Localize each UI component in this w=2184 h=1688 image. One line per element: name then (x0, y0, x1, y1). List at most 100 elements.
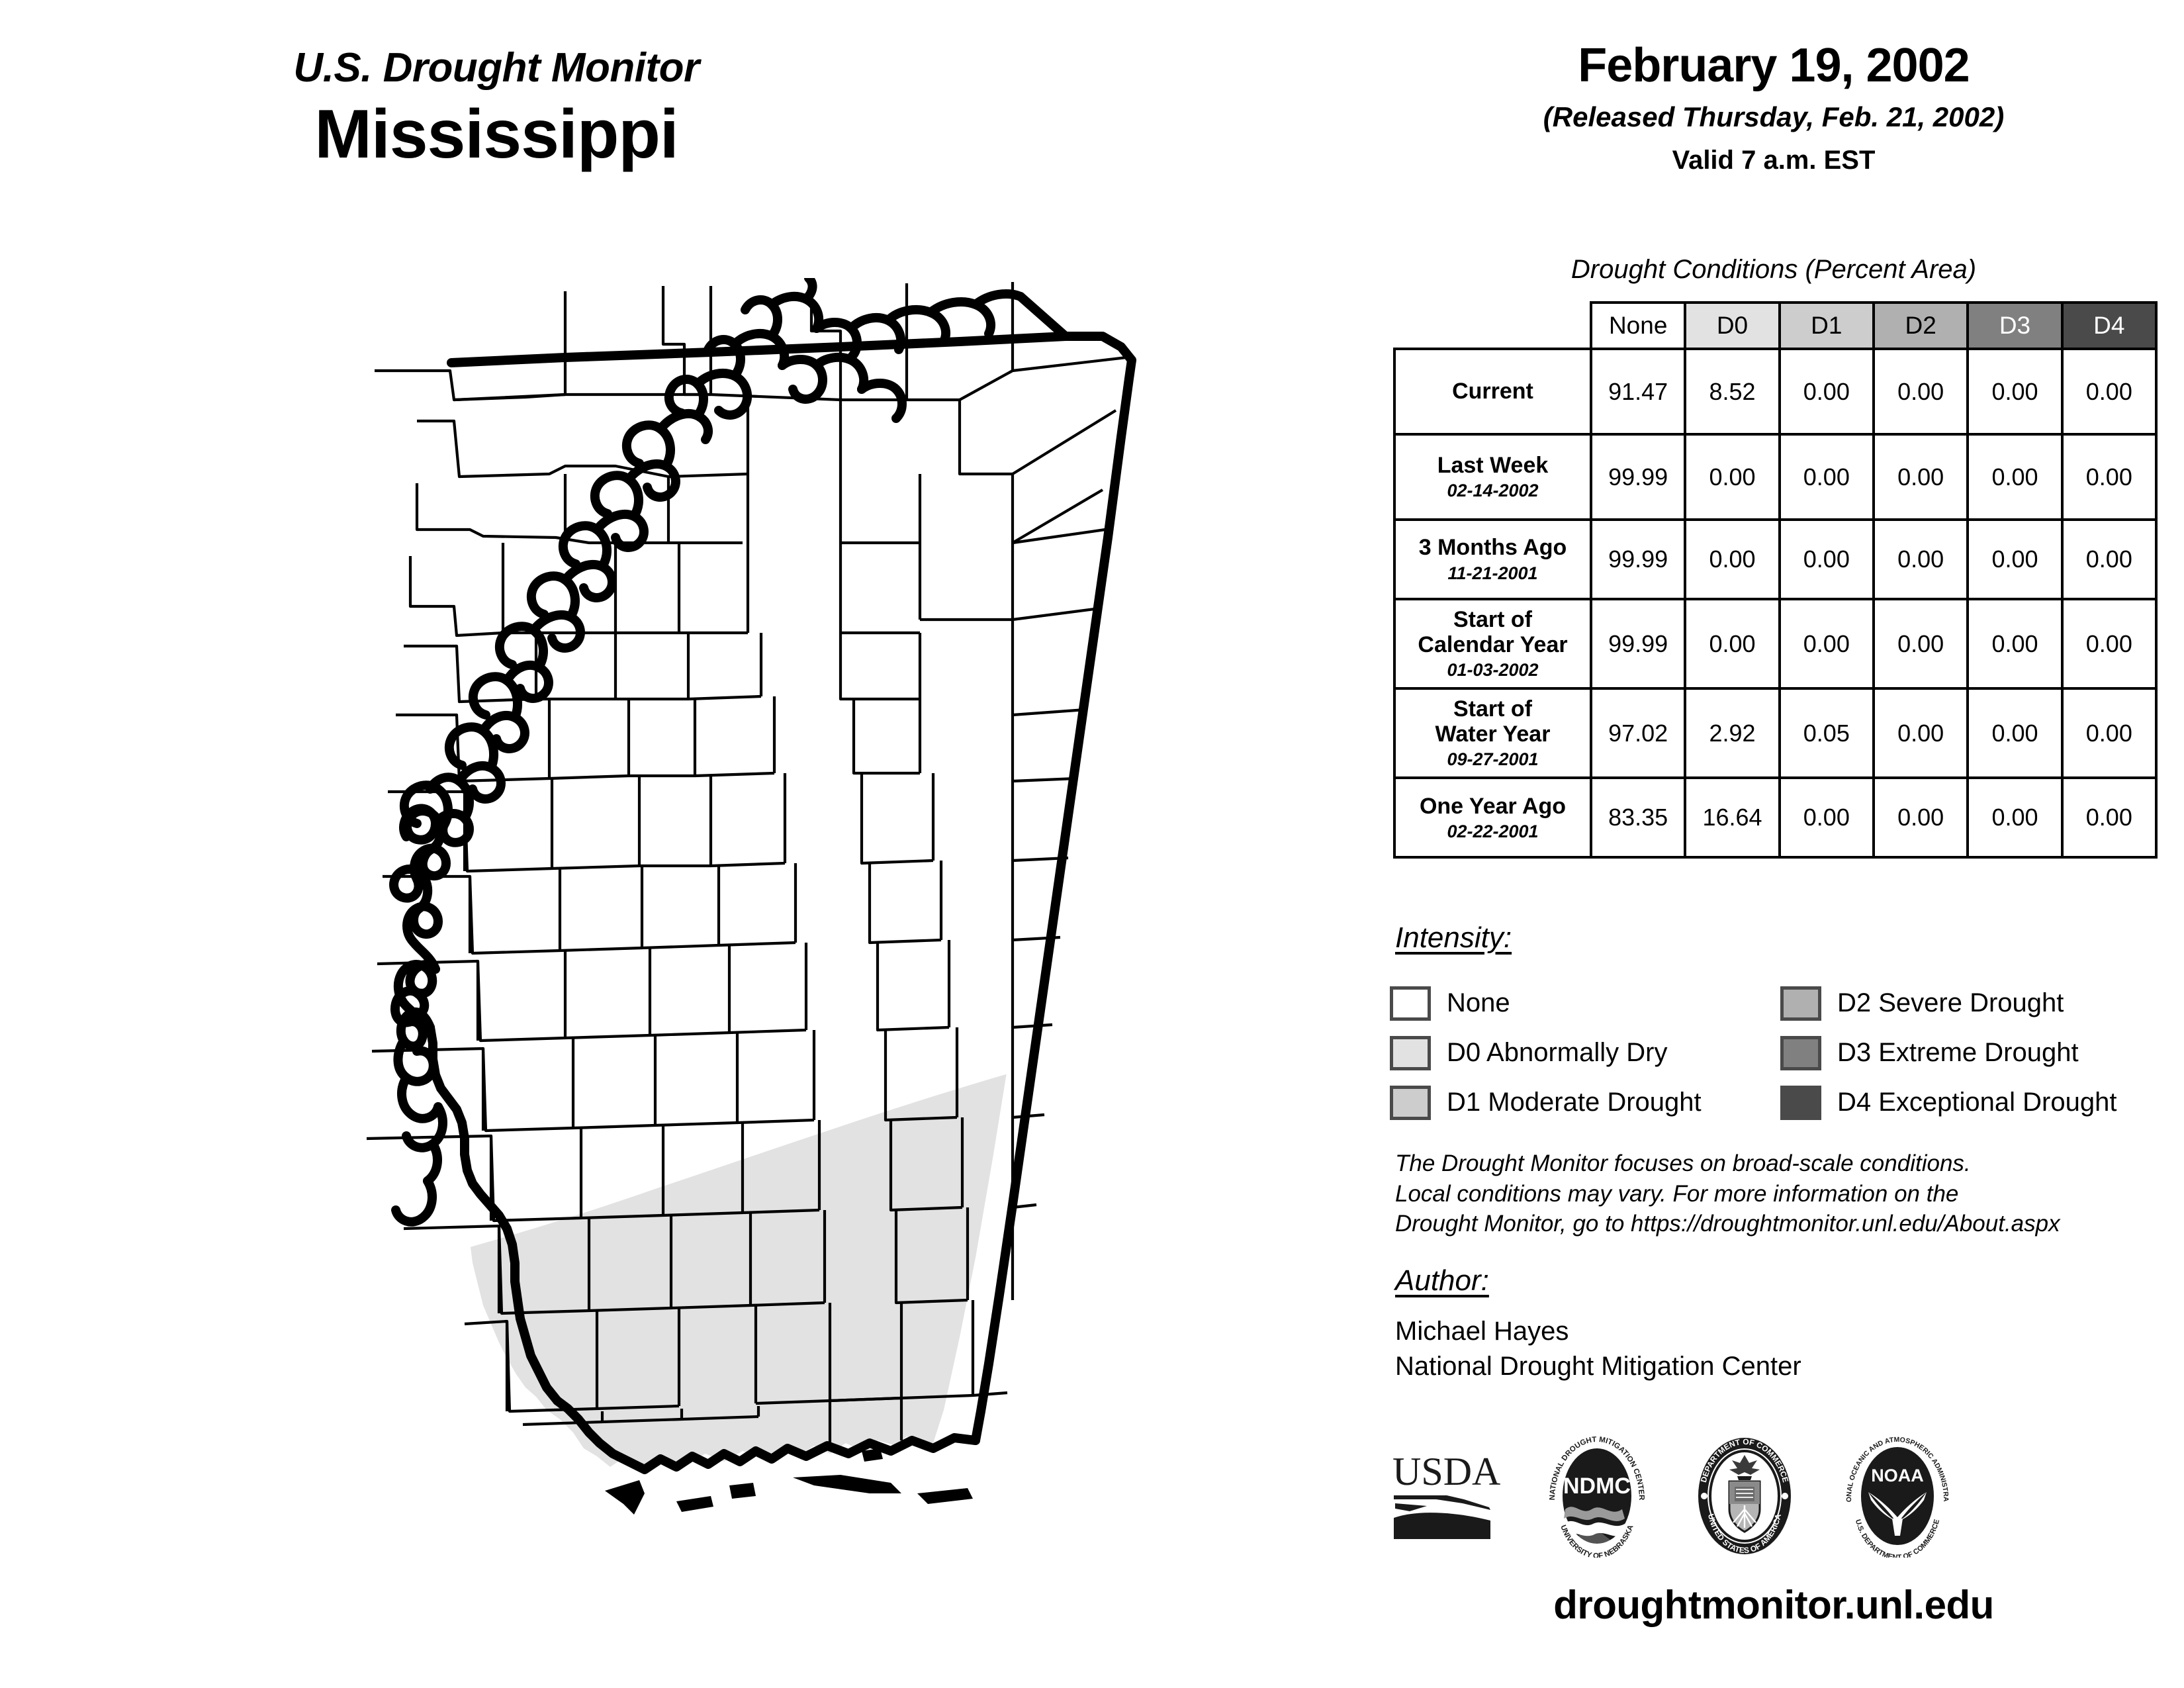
doc-seal-logo[interactable]: DEPARTMENT OF COMMERCE UNITED STATES OF … (1688, 1435, 1801, 1561)
cell-calyear-none: 99.99 (1589, 597, 1687, 690)
cell-oneyear-d0: 16.64 (1684, 776, 1781, 859)
page-title-state: Mississippi (314, 96, 679, 173)
table-row: Start of Calendar Year 01-03-2002 99.99 0… (1393, 597, 2158, 690)
row-label-date: 02-14-2002 (1447, 481, 1539, 501)
usda-logo[interactable]: USDA (1390, 1446, 1506, 1549)
legend-swatch-d0 (1390, 1035, 1431, 1070)
table-caption: Drought Conditions (Percent Area) (1570, 255, 1977, 284)
cell-wateryear-d4: 0.00 (2060, 687, 2158, 780)
legend-label-d0: D0 Abnormally Dry (1447, 1038, 1668, 1067)
svg-text:USDA: USDA (1392, 1450, 1500, 1493)
row-label-text: Current (1452, 379, 1533, 404)
table-row: 3 Months Ago 11-21-2001 99.99 0.00 0.00 … (1393, 518, 2158, 600)
author-block: Michael Hayes National Drought Mitigatio… (1395, 1314, 2176, 1384)
cell-calyear-d3: 0.00 (1966, 597, 2064, 690)
column-header-d4: D4 (2060, 301, 2158, 350)
legend-item-none: None (1390, 986, 1780, 1021)
legend-label-d3: D3 Extreme Drought (1837, 1038, 2079, 1067)
intensity-heading: Intensity: (1395, 921, 1512, 954)
cell-3months-d1: 0.00 (1778, 518, 1875, 600)
disclaimer-line-3: Drought Monitor, go to https://droughtmo… (1395, 1211, 2060, 1237)
table-row: Start of Water Year 09-27-2001 97.02 2.92… (1393, 687, 2158, 780)
report-date: February 19, 2002 (1578, 39, 1970, 92)
table-row: Current 91.47 8.52 0.00 0.00 0.00 0.00 (1393, 348, 2158, 436)
author-affiliation: National Drought Mitigation Center (1395, 1351, 1801, 1381)
cell-lastweek-d1: 0.00 (1778, 433, 1875, 521)
cell-current-d2: 0.00 (1872, 348, 1970, 436)
row-label-current: Current (1393, 348, 1592, 436)
page-title-organization: U.S. Drought Monitor (293, 45, 700, 91)
row-label-3-months-ago: 3 Months Ago 11-21-2001 (1393, 518, 1592, 600)
map-panel: U.S. Drought Monitor Mississippi (0, 46, 1158, 1648)
row-label-start-of-water-year: Start of Water Year 09-27-2001 (1393, 687, 1592, 780)
cell-oneyear-d2: 0.00 (1872, 776, 1970, 859)
valid-time: Valid 7 a.m. EST (1672, 145, 1876, 175)
noaa-logo[interactable]: NOAA NATIONAL OCEANIC AND ATMOSPHERIC AD… (1837, 1429, 1955, 1562)
cell-current-d4: 0.00 (2060, 348, 2158, 436)
cell-3months-d0: 0.00 (1684, 518, 1781, 600)
legend-item-d0: D0 Abnormally Dry (1390, 1035, 1780, 1070)
cell-oneyear-d4: 0.00 (2060, 776, 2158, 859)
svg-text:NOAA: NOAA (1871, 1466, 1924, 1485)
legend-item-d2: D2 Severe Drought (1780, 986, 2184, 1021)
cell-lastweek-none: 99.99 (1589, 433, 1687, 521)
cell-current-d1: 0.00 (1778, 348, 1875, 436)
cell-lastweek-d2: 0.00 (1872, 433, 1970, 521)
legend-label-d1: D1 Moderate Drought (1447, 1088, 1702, 1117)
release-date: (Released Thursday, Feb. 21, 2002) (1543, 101, 2005, 132)
info-panel: February 19, 2002 (Released Thursday, Fe… (1363, 0, 2184, 1688)
site-url[interactable]: droughtmonitor.unl.edu (1553, 1583, 1994, 1627)
row-label-text: Start of Calendar Year (1418, 607, 1568, 658)
legend-swatch-d2 (1780, 986, 1821, 1021)
disclaimer-text: The Drought Monitor focuses on broad-sca… (1395, 1149, 2176, 1239)
cell-current-none: 91.47 (1589, 348, 1687, 436)
cell-calyear-d0: 0.00 (1684, 597, 1781, 690)
map-title-block: U.S. Drought Monitor Mississippi (0, 46, 993, 171)
date-block: February 19, 2002 (Released Thursday, Fe… (1363, 39, 2184, 175)
cell-calyear-d2: 0.00 (1872, 597, 1970, 690)
intensity-legend: None D2 Severe Drought D0 Abnormally Dry… (1390, 978, 2184, 1127)
d0-shaded-region (327, 1038, 1145, 1467)
cell-lastweek-d4: 0.00 (2060, 433, 2158, 521)
legend-label-d2: D2 Severe Drought (1837, 988, 2064, 1017)
row-label-text: Last Week (1437, 452, 1549, 478)
cell-lastweek-d3: 0.00 (1966, 433, 2064, 521)
cell-3months-d4: 0.00 (2060, 518, 2158, 600)
row-label-one-year-ago: One Year Ago 02-22-2001 (1393, 776, 1592, 859)
row-label-text: 3 Months Ago (1418, 535, 1567, 561)
cell-3months-d3: 0.00 (1966, 518, 2064, 600)
cell-calyear-d1: 0.00 (1778, 597, 1875, 690)
legend-swatch-none (1390, 986, 1431, 1021)
state-outline (389, 278, 1136, 1474)
table-row: One Year Ago 02-22-2001 83.35 16.64 0.00… (1393, 776, 2158, 859)
mississippi-map-svg[interactable] (218, 278, 1158, 1648)
cell-lastweek-d0: 0.00 (1684, 433, 1781, 521)
legend-swatch-d4 (1780, 1085, 1821, 1120)
disclaimer-line-2: Local conditions may vary. For more info… (1395, 1180, 1959, 1207)
legend-label-none: None (1447, 988, 1510, 1017)
cell-current-d0: 8.52 (1684, 348, 1781, 436)
column-header-d0: D0 (1684, 301, 1781, 350)
cell-wateryear-none: 97.02 (1589, 687, 1687, 780)
cell-oneyear-d3: 0.00 (1966, 776, 2064, 859)
mississippi-map[interactable] (218, 278, 1158, 1648)
row-label-last-week: Last Week 02-14-2002 (1393, 433, 1592, 521)
cell-3months-d2: 0.00 (1872, 518, 1970, 600)
row-label-text: Start of Water Year (1435, 696, 1551, 747)
legend-swatch-d1 (1390, 1085, 1431, 1120)
legend-item-d3: D3 Extreme Drought (1780, 1035, 2184, 1070)
row-label-date: 09-27-2001 (1447, 749, 1539, 770)
row-label-start-of-calendar-year: Start of Calendar Year 01-03-2002 (1393, 597, 1592, 690)
cell-oneyear-none: 83.35 (1589, 776, 1687, 859)
logo-row: USDA NDMC (1390, 1427, 2184, 1569)
table-row: Last Week 02-14-2002 99.99 0.00 0.00 0.0… (1393, 433, 2158, 521)
cell-wateryear-d2: 0.00 (1872, 687, 1970, 780)
drought-conditions-table: None D0 D1 D2 D3 D4 Current 91.47 8.52 0… (1393, 301, 2158, 859)
row-label-date: 02-22-2001 (1447, 821, 1539, 841)
row-label-text: One Year Ago (1419, 793, 1567, 819)
cell-current-d3: 0.00 (1966, 348, 2064, 436)
barrier-islands (605, 1448, 973, 1515)
ndmc-logo[interactable]: NDMC NATIONAL DROUGHT MITIGATION CENTER … (1544, 1435, 1650, 1561)
legend-swatch-d3 (1780, 1035, 1821, 1070)
